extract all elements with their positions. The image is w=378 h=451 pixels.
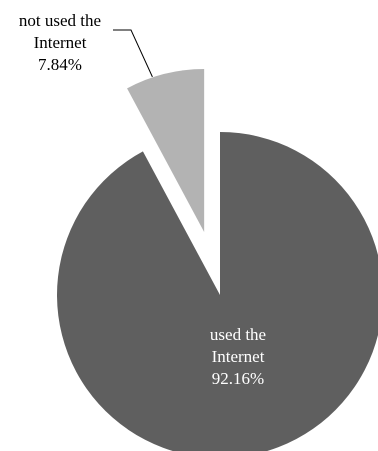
pie-slices	[57, 68, 378, 451]
slice-name-label: Internet	[212, 347, 265, 366]
pie-slice-not-used-internet	[127, 68, 205, 232]
slice-name-label: not used the	[19, 11, 101, 30]
leader-lines	[113, 29, 153, 78]
slice-name-label: Internet	[34, 33, 87, 52]
slice-name-label: used the	[210, 325, 266, 344]
leader-line	[113, 29, 153, 78]
slice-value-label: 7.84%	[38, 55, 82, 74]
slice-labels: used the Internet 92.16% not used the Intern…	[19, 11, 266, 388]
pie-slice-used-internet	[57, 132, 378, 451]
slice-label-not-used-internet: not used the Internet 7.84%	[19, 11, 101, 74]
slice-label-used-internet: used the Internet 92.16%	[210, 325, 266, 388]
slice-value-label: 92.16%	[212, 369, 264, 388]
